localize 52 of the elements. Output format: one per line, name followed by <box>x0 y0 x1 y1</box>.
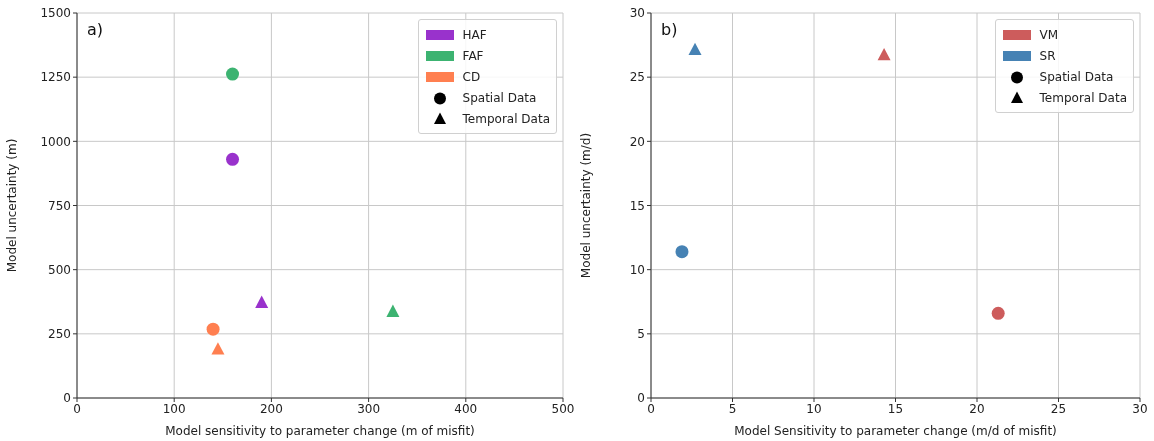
legend-label: SR <box>1039 48 1056 63</box>
y-tick-label: 10 <box>629 262 645 277</box>
point <box>386 304 400 317</box>
x-tick-label: 10 <box>806 401 822 416</box>
point <box>688 42 702 56</box>
y-axis-title: Model uncertainty (m/d) <box>579 132 594 279</box>
x-tick-label: 200 <box>259 401 283 416</box>
y-tick-label: 25 <box>629 70 645 85</box>
point <box>877 47 891 61</box>
point <box>255 295 269 308</box>
legend-label: FAF <box>462 48 484 63</box>
y-tick-label: 250 <box>48 327 71 342</box>
x-axis-title: Model sensitivity to parameter change (m of misfit) <box>165 424 475 438</box>
text: a) <box>87 20 104 39</box>
x-tick-label: 30 <box>1132 401 1148 416</box>
legend-label: CD <box>462 69 481 84</box>
point <box>226 67 240 81</box>
point <box>991 306 1005 320</box>
y-tick-label: 0 <box>63 391 71 406</box>
x-tick-label: 400 <box>454 401 478 416</box>
point <box>211 342 225 355</box>
y-tick-label: 1500 <box>40 6 71 21</box>
x-tick-label: 100 <box>162 401 186 416</box>
point <box>226 152 240 166</box>
text: b) <box>661 20 678 39</box>
y-tick-label: 0 <box>637 391 645 406</box>
y-tick-label: 750 <box>48 198 71 213</box>
y-tick-label: 5 <box>637 327 645 342</box>
x-tick-label: 15 <box>887 401 904 416</box>
point <box>206 322 220 336</box>
legend-label: HAF <box>462 27 487 42</box>
x-tick-label: 0 <box>73 401 81 416</box>
legend-label: Temporal Data <box>462 111 550 126</box>
y-tick-label: 1250 <box>40 70 71 85</box>
x-tick-label: 20 <box>969 401 985 416</box>
y-tick-label: 15 <box>629 198 645 213</box>
y-tick-label: 30 <box>629 6 645 21</box>
x-tick-label: 25 <box>1050 401 1067 416</box>
y-axis-title: Model uncertainty (m) <box>5 138 20 273</box>
x-axis-title: Model Sensitivity to parameter change (m/d of misfit) <box>734 424 1057 438</box>
x-tick-label: 300 <box>357 401 381 416</box>
legend-label: Temporal Data <box>1039 90 1127 105</box>
x-tick-label: 0 <box>647 401 655 416</box>
legend-label: Spatial Data <box>1039 69 1114 84</box>
x-tick-label: 500 <box>551 401 575 416</box>
y-tick-label: 20 <box>629 134 645 149</box>
legend-label: VM <box>1039 27 1059 42</box>
x-tick-label: 5 <box>728 401 737 416</box>
legend-label: Spatial Data <box>462 90 537 105</box>
y-tick-label: 500 <box>48 262 71 277</box>
point <box>675 245 689 259</box>
y-tick-label: 1000 <box>40 134 71 149</box>
